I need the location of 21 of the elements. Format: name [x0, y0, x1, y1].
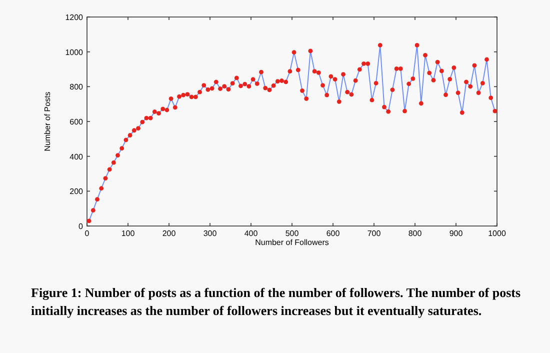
y-tick-label: 1000	[65, 48, 84, 57]
x-tick-label: 900	[449, 229, 464, 238]
y-tick-label: 1200	[65, 13, 84, 22]
y-tick-label: 200	[70, 187, 84, 196]
y-tick-label: 800	[70, 82, 84, 92]
y-tick-label: 0	[78, 222, 84, 231]
x-tick-label: 100	[121, 229, 136, 238]
y-tick-label: 600	[70, 118, 84, 126]
x-tick-label: 400	[244, 229, 258, 238]
y-axis-title: Number of Posts	[43, 92, 52, 152]
x-tick-label: 0	[84, 229, 90, 238]
x-tick-label: 300	[203, 229, 218, 238]
y-tick-label: 400	[70, 152, 84, 162]
x-tick-label: 1000	[488, 229, 506, 238]
x-tick-label: 700	[367, 229, 382, 238]
x-tick-label: 200	[162, 229, 176, 238]
x-tick-label: 500	[285, 229, 300, 238]
x-axis-title: Number of Followers	[255, 238, 329, 247]
x-tick-label: 800	[408, 229, 422, 238]
caption: Figure 1: Number of posts as a function of the number of followers. The number of posts initially increases as the number of followers increases but it eventually saturates.	[31, 285, 521, 318]
x-tick-label: 600	[326, 229, 340, 238]
